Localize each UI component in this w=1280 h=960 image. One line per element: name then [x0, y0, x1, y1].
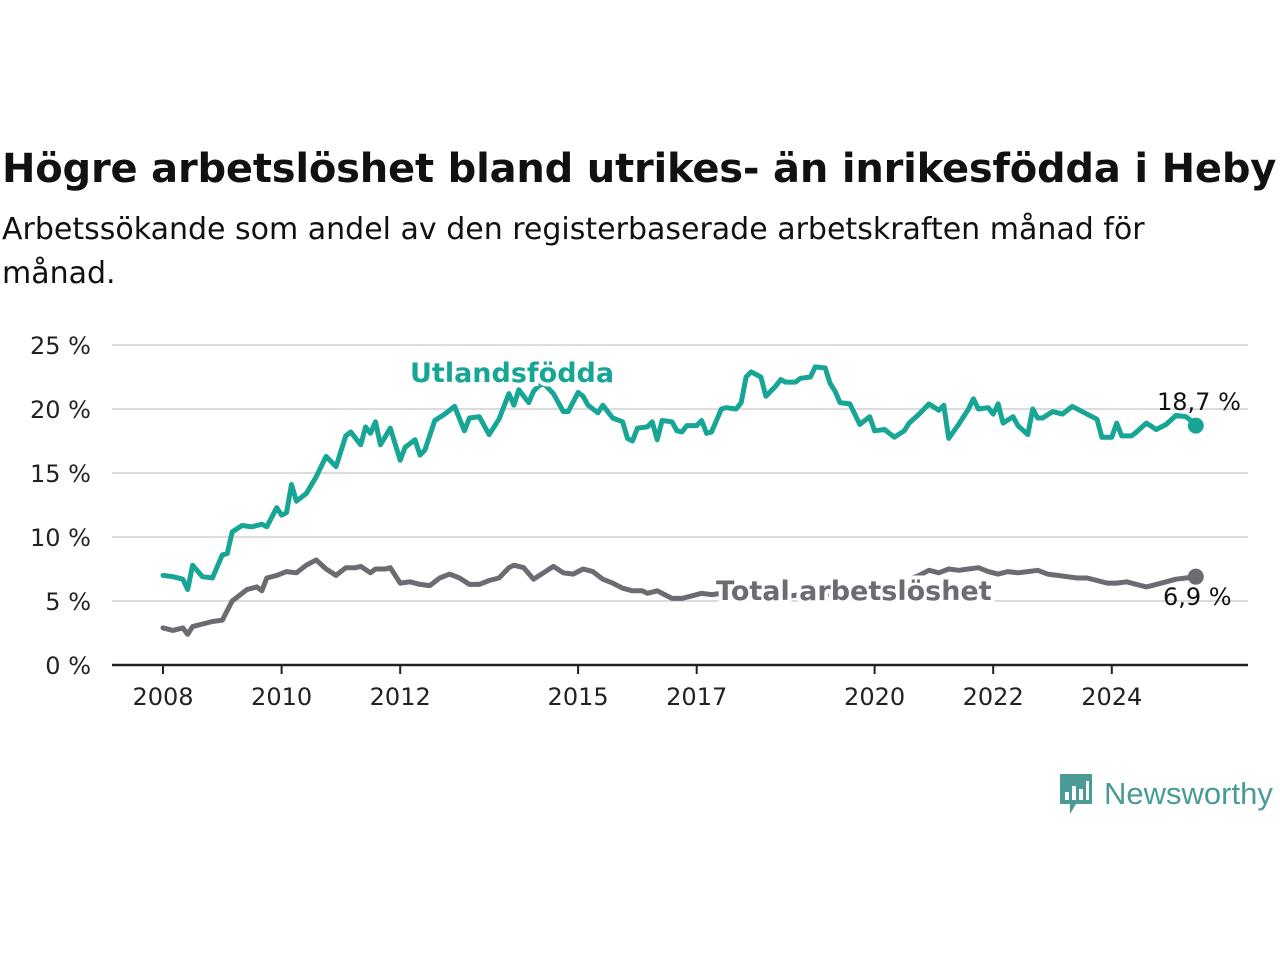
x-tick-label: 2010: [251, 683, 312, 711]
series-end-point: [1187, 568, 1204, 585]
y-tick-label: 5 %: [45, 588, 91, 616]
gridlines: [112, 344, 1248, 602]
series-end-label: 6,9 %: [1163, 583, 1232, 611]
x-tick-label: 2017: [666, 683, 727, 711]
series-line: [160, 557, 1199, 637]
x-tick-label: 2008: [132, 683, 193, 711]
x-tick-label: 2015: [548, 683, 609, 711]
y-tick-label: 10 %: [30, 524, 91, 552]
chart-speech-bubble-icon: [1060, 774, 1092, 814]
y-tick-label: 20 %: [30, 396, 91, 424]
x-tick-label: 2020: [844, 683, 905, 711]
chart-title: Högre arbetslöshet bland utrikes- än inr…: [2, 146, 1277, 192]
series-label: Total arbetslöshet: [716, 576, 992, 607]
series-end-point: [1187, 417, 1204, 434]
series-end-label: 18,7 %: [1157, 388, 1241, 416]
series-label: Utlandsfödda: [410, 358, 614, 389]
x-tick-label: 2012: [370, 683, 431, 711]
y-tick-label: 0 %: [45, 652, 91, 680]
newsworthy-logo[interactable]: Newsworthy: [1058, 772, 1273, 816]
x-axis: 2008 2010 2012 2015 2017 2020 2022 2024: [112, 663, 1248, 711]
chart-subtitle: Arbetssökande som andel av den registerb…: [2, 212, 1145, 291]
series-lines: [160, 364, 1204, 637]
brand-name: Newsworthy: [1104, 776, 1273, 811]
x-tick-label: 2022: [963, 683, 1024, 711]
series-line: [160, 364, 1199, 592]
y-axis-ticks: 0 % 5 % 10 % 15 % 20 % 25 %: [30, 332, 91, 680]
y-tick-label: 15 %: [30, 460, 91, 488]
series-labels: Utlandsfödda 18,7 % Total arbetslöshet 6,9 …: [406, 354, 1241, 611]
x-tick-label: 2024: [1081, 683, 1142, 711]
y-tick-label: 25 %: [30, 332, 91, 360]
